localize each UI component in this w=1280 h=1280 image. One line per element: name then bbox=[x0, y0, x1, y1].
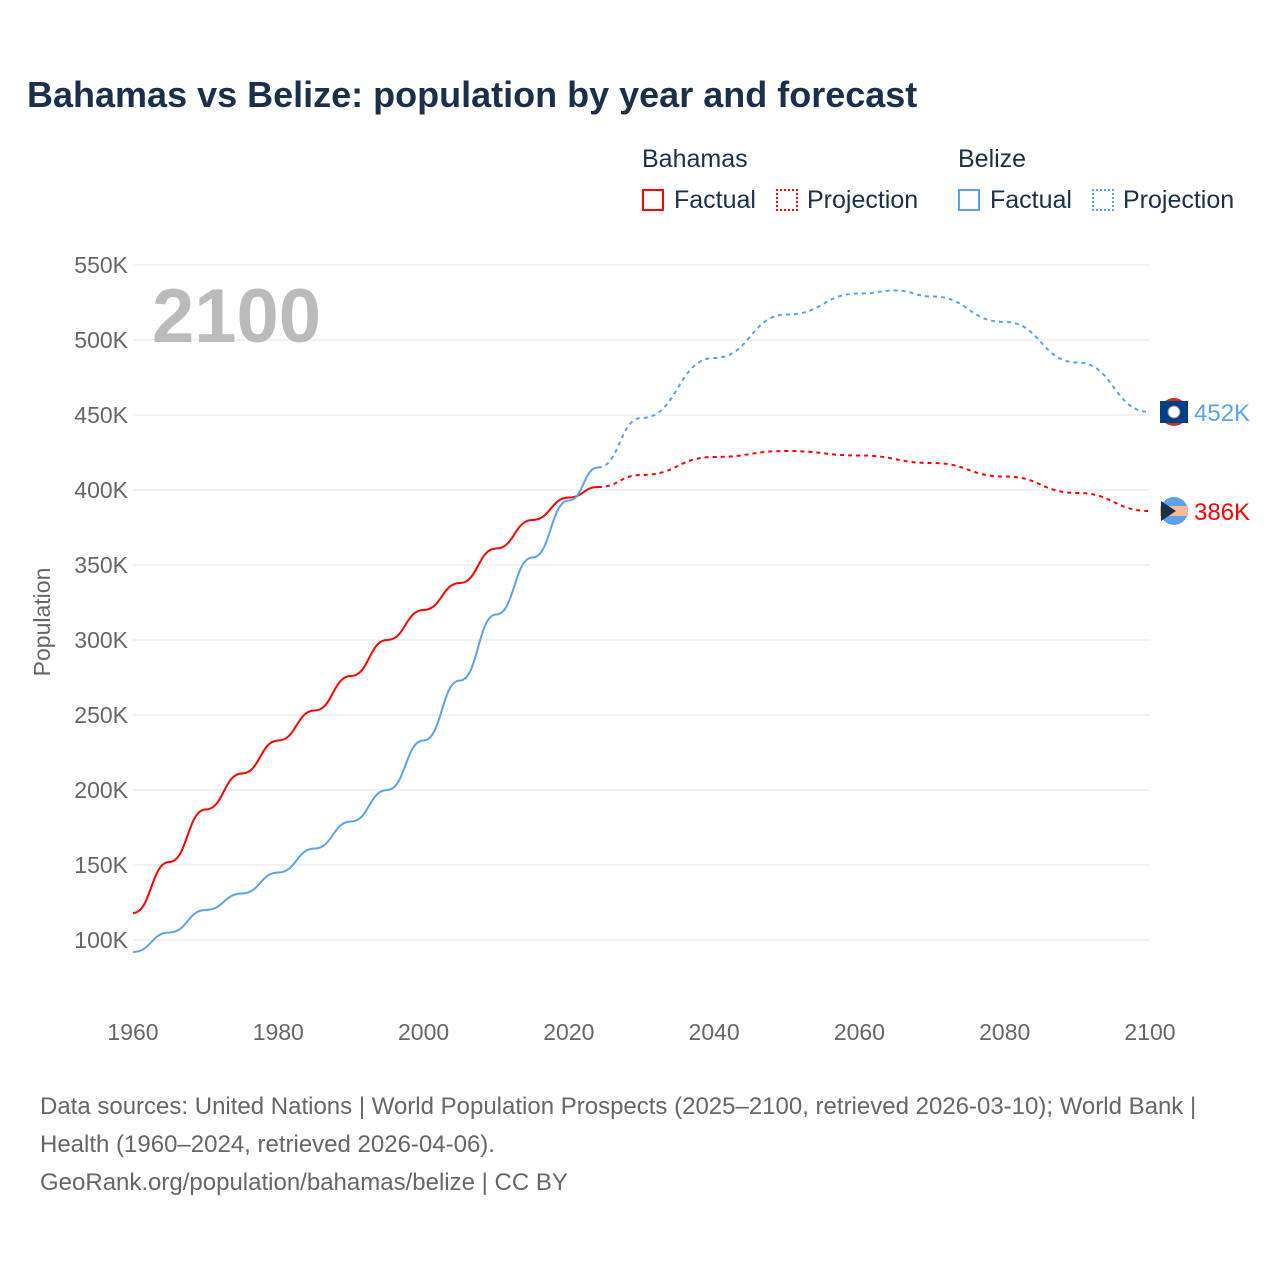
line-bahamas-factual bbox=[132, 486, 598, 914]
end-value-label-bahamas: 386K bbox=[1194, 499, 1250, 526]
legend-group-bahamas: Bahamas bbox=[642, 145, 748, 173]
legend-swatch-belize-projection[interactable] bbox=[1092, 189, 1114, 211]
legend-label-belize-factual[interactable]: Factual bbox=[990, 186, 1072, 214]
y-tick-label: 350K bbox=[74, 552, 128, 578]
footer: Data sources: United Nations | World Pop… bbox=[40, 1088, 1240, 1202]
x-tick-label: 2020 bbox=[543, 1019, 594, 1045]
line-bahamas-projection bbox=[597, 449, 1151, 512]
y-tick-label: 550K bbox=[74, 252, 128, 278]
y-tick-label: 150K bbox=[74, 852, 128, 878]
x-tick-label: 2040 bbox=[689, 1019, 740, 1045]
flag-bahamas-triangle bbox=[1161, 501, 1176, 521]
y-tick-label: 250K bbox=[74, 702, 128, 728]
x-tick-label: 2000 bbox=[398, 1019, 449, 1045]
x-tick-label: 2080 bbox=[979, 1019, 1030, 1045]
end-value-label-belize: 452K bbox=[1194, 400, 1250, 427]
y-tick-label: 300K bbox=[74, 627, 128, 653]
x-tick-label: 2060 bbox=[834, 1019, 885, 1045]
y-tick-label: 100K bbox=[74, 927, 128, 953]
data-sources: Data sources: United Nations | World Pop… bbox=[40, 1093, 1197, 1158]
flag-belize-emblem bbox=[1167, 405, 1181, 419]
x-tick-label: 1980 bbox=[253, 1019, 304, 1045]
chart-title: Bahamas vs Belize: population by year an… bbox=[27, 74, 918, 115]
x-tick-label: 1960 bbox=[107, 1019, 158, 1045]
y-tick-label: 500K bbox=[74, 327, 128, 353]
year-label: 2100 bbox=[152, 274, 321, 359]
y-axis-label: Population bbox=[29, 568, 55, 677]
line-belize-factual bbox=[132, 466, 599, 953]
legend-swatch-bahamas-factual[interactable] bbox=[642, 189, 664, 211]
line-belize-projection bbox=[597, 289, 1151, 469]
credit-link[interactable]: GeoRank.org/population/bahamas/belize | … bbox=[40, 1169, 568, 1196]
legend-swatch-belize-factual[interactable] bbox=[958, 189, 980, 211]
legend-label-bahamas-projection[interactable]: Projection bbox=[807, 186, 919, 214]
legend-swatch-bahamas-projection[interactable] bbox=[776, 189, 798, 211]
y-tick-label: 400K bbox=[74, 477, 128, 503]
legend-label-belize-projection[interactable]: Projection bbox=[1123, 186, 1235, 214]
y-tick-label: 450K bbox=[74, 402, 128, 428]
y-tick-label: 200K bbox=[74, 777, 128, 803]
x-tick-label: 2100 bbox=[1124, 1019, 1175, 1045]
legend-label-bahamas-factual[interactable]: Factual bbox=[674, 186, 756, 214]
legend-group-belize: Belize bbox=[958, 145, 1027, 173]
